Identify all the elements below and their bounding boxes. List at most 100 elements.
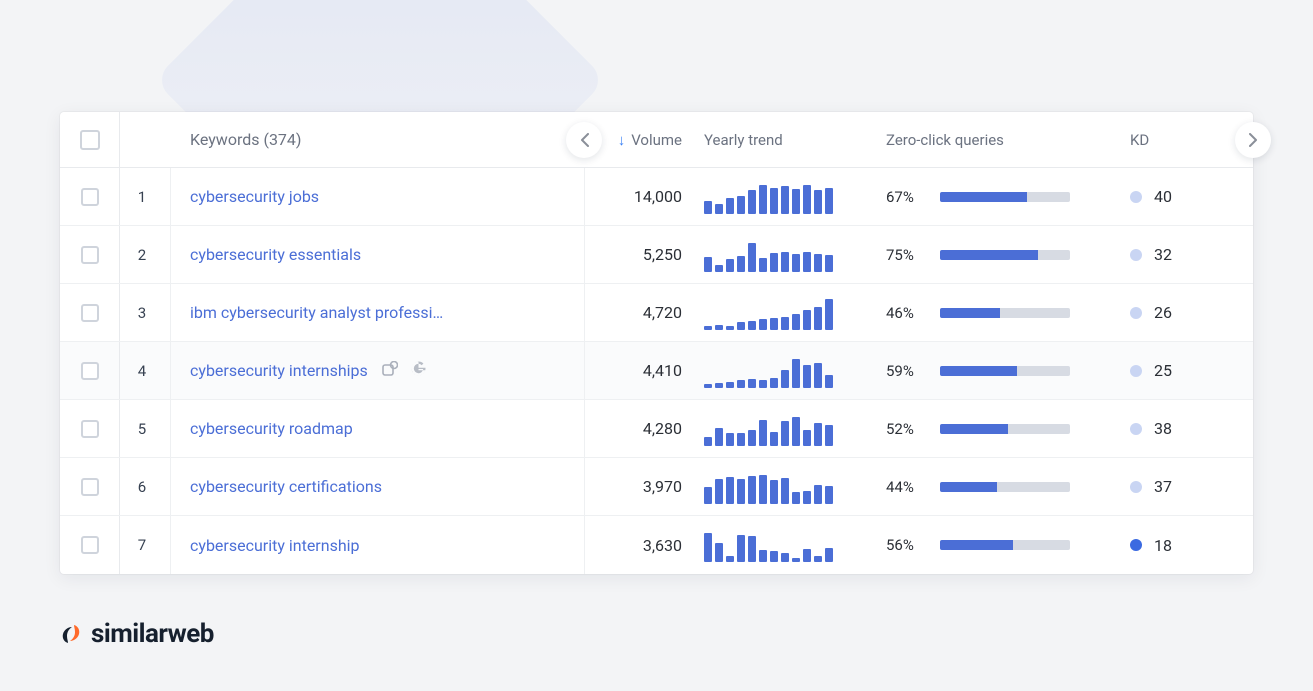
chevron-right-icon	[1249, 133, 1258, 147]
keyword-link[interactable]: cybersecurity internship	[190, 536, 360, 555]
kd-wrap: 40	[1130, 187, 1172, 206]
table-body: 1 cybersecurity jobs 14,000 67% 40 2 cybersecu…	[60, 168, 1253, 574]
row-keyword-cell: cybersecurity jobs	[170, 187, 566, 206]
row-checkbox-cell	[60, 168, 120, 225]
zeroclick-wrap: 56%	[886, 536, 1070, 554]
keyword-action-icons	[382, 360, 427, 381]
row-keyword-cell: cybersecurity internship	[170, 536, 566, 555]
zeroclick-percent: 67%	[886, 188, 926, 206]
row-checkbox[interactable]	[81, 362, 99, 380]
table-header-row: Keywords (374) ↓ Volume Yearly trend Zer…	[60, 112, 1253, 168]
volume-value: 3,970	[643, 477, 682, 496]
row-trend-cell	[704, 354, 886, 388]
volume-value: 4,280	[643, 419, 682, 438]
header-volume-label: Volume	[631, 131, 682, 149]
row-volume-cell: 4,720	[566, 303, 704, 322]
zeroclick-bar	[940, 366, 1070, 376]
row-keyword-cell: ibm cybersecurity analyst professi…	[170, 303, 566, 322]
row-checkbox[interactable]	[81, 246, 99, 264]
kd-difficulty-dot-icon	[1130, 307, 1142, 319]
volume-value: 3,630	[643, 536, 682, 555]
header-kd[interactable]: KD	[1122, 131, 1242, 149]
keyword-link[interactable]: cybersecurity internships	[190, 361, 368, 380]
scroll-right-button[interactable]	[1235, 122, 1271, 158]
zeroclick-wrap: 59%	[886, 362, 1070, 380]
row-index-number: 7	[138, 536, 146, 554]
vertical-divider	[170, 168, 171, 574]
trend-sparkline	[704, 528, 849, 562]
row-zeroclick-cell: 67%	[886, 188, 1122, 206]
zeroclick-bar	[940, 250, 1070, 260]
row-index-number: 5	[138, 420, 146, 438]
scroll-left-button[interactable]	[566, 122, 602, 158]
row-index: 6	[120, 478, 170, 496]
table-row: 4cybersecurity internships4,41059%25	[60, 342, 1253, 400]
header-keywords[interactable]: Keywords (374)	[170, 130, 566, 149]
keyword-link[interactable]: ibm cybersecurity analyst professi…	[190, 303, 443, 322]
trend-sparkline	[704, 470, 849, 504]
row-kd-cell: 25	[1122, 361, 1242, 380]
row-volume-cell: 4,280	[566, 419, 704, 438]
row-checkbox-cell	[60, 342, 120, 399]
row-checkbox-cell	[60, 458, 120, 515]
trend-sparkline	[704, 238, 849, 272]
kd-wrap: 18	[1130, 536, 1172, 555]
inspect-icon[interactable]	[382, 361, 398, 381]
row-checkbox[interactable]	[81, 188, 99, 206]
row-kd-cell: 32	[1122, 245, 1242, 264]
row-index-number: 6	[138, 478, 146, 496]
select-all-checkbox[interactable]	[80, 130, 100, 150]
row-index: 7	[120, 536, 170, 554]
zeroclick-wrap: 46%	[886, 304, 1070, 322]
row-checkbox[interactable]	[81, 304, 99, 322]
row-checkbox[interactable]	[81, 420, 99, 438]
keyword-link[interactable]: cybersecurity essentials	[190, 245, 361, 264]
brand-logo: similarweb	[60, 619, 214, 649]
volume-value: 14,000	[634, 187, 682, 206]
kd-value: 18	[1154, 536, 1172, 555]
row-kd-cell: 26	[1122, 303, 1242, 322]
row-checkbox[interactable]	[81, 536, 99, 554]
row-trend-cell	[704, 412, 886, 446]
row-zeroclick-cell: 44%	[886, 478, 1122, 496]
table-row: 5cybersecurity roadmap4,28052%38	[60, 400, 1253, 458]
keyword-link[interactable]: cybersecurity roadmap	[190, 419, 353, 438]
keyword-link[interactable]: cybersecurity jobs	[190, 187, 319, 206]
zeroclick-percent: 75%	[886, 246, 926, 264]
header-zeroclick[interactable]: Zero-click queries	[886, 131, 1122, 149]
trend-sparkline	[704, 412, 849, 446]
row-index-number: 1	[138, 188, 146, 206]
row-kd-cell: 18	[1122, 536, 1242, 555]
kd-wrap: 38	[1130, 419, 1172, 438]
row-volume-cell: 4,410	[566, 361, 704, 380]
kd-value: 25	[1154, 361, 1172, 380]
google-icon[interactable]	[410, 360, 427, 381]
kd-difficulty-dot-icon	[1130, 249, 1142, 261]
row-index: 5	[120, 420, 170, 438]
row-trend-cell	[704, 238, 886, 272]
row-kd-cell: 38	[1122, 419, 1242, 438]
row-trend-cell	[704, 296, 886, 330]
row-checkbox[interactable]	[81, 478, 99, 496]
row-trend-cell	[704, 528, 886, 562]
row-volume-cell: 14,000	[566, 187, 704, 206]
zeroclick-percent: 44%	[886, 478, 926, 496]
table-row: 7 cybersecurity internship 3,630 56% 18	[60, 516, 1253, 574]
zeroclick-percent: 56%	[886, 536, 926, 554]
table-row: 6cybersecurity certifications3,97044%37	[60, 458, 1253, 516]
keyword-link[interactable]: cybersecurity certifications	[190, 477, 382, 496]
row-kd-cell: 40	[1122, 187, 1242, 206]
row-zeroclick-cell: 59%	[886, 362, 1122, 380]
row-zeroclick-cell: 75%	[886, 246, 1122, 264]
header-checkbox-cell	[60, 112, 120, 167]
kd-difficulty-dot-icon	[1130, 365, 1142, 377]
zeroclick-bar	[940, 308, 1070, 318]
trend-sparkline	[704, 354, 849, 388]
kd-value: 32	[1154, 245, 1172, 264]
row-keyword-cell: cybersecurity internships	[170, 360, 566, 381]
table-row: 2cybersecurity essentials5,25075%32	[60, 226, 1253, 284]
zeroclick-bar	[940, 192, 1070, 202]
brand-name: similarweb	[91, 619, 214, 649]
header-trend[interactable]: Yearly trend	[704, 131, 886, 149]
row-index: 2	[120, 246, 170, 264]
